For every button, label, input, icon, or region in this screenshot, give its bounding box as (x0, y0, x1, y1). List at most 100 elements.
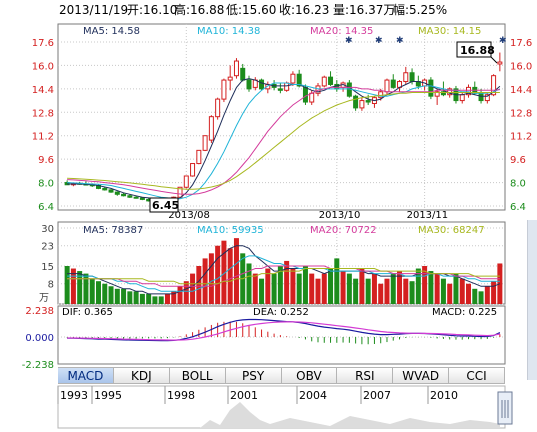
price-tick-right: 14.4 (510, 85, 532, 96)
volume-bar (139, 293, 145, 304)
candle-body (190, 163, 196, 177)
header-low: 低:15.60 (226, 3, 276, 17)
candle-body (227, 76, 233, 81)
volume-bar (158, 296, 164, 304)
ma-line-ma30 (67, 92, 500, 190)
volume-bar (353, 278, 359, 304)
candle-body (409, 72, 415, 83)
volume-bar (378, 283, 384, 304)
tab-rsi[interactable]: RSI (337, 367, 394, 384)
tab-kdj[interactable]: KDJ (113, 367, 170, 384)
volume-bar (321, 273, 327, 304)
price-tick-left: 9.6 (38, 155, 54, 166)
candle-body (484, 94, 490, 102)
tab-macd[interactable]: MACD (58, 367, 114, 384)
volume-bar (409, 281, 415, 304)
candle-body (378, 91, 384, 99)
event-star-icon[interactable]: ✱ (499, 36, 507, 46)
macd-tick: 0.000 (25, 333, 54, 344)
volume-bar (259, 278, 265, 304)
volume-bar (447, 283, 453, 304)
candle-body (309, 92, 315, 103)
vol-legend-ma10: MA10: 59935 (197, 225, 264, 236)
volume-bar (328, 268, 334, 304)
volume-bar (346, 273, 352, 304)
volume-bar (302, 266, 308, 304)
event-star-icon[interactable]: ✱ (375, 36, 383, 46)
volume-unit: 万 (39, 293, 49, 304)
volume-bar (190, 273, 196, 304)
timeline-scroll-handle[interactable] (497, 391, 513, 425)
price-tick-left: 14.4 (32, 85, 54, 96)
volume-bar (403, 278, 409, 304)
candle-body (384, 79, 390, 93)
timeline-year: 2001 (230, 389, 258, 402)
candle-body (328, 76, 334, 85)
tab-cci[interactable]: CCI (449, 367, 505, 384)
macd-legend-macd: MACD: 0.225 (432, 307, 497, 318)
legend-ma5: MA5: 14.58 (83, 26, 140, 37)
event-star-icon[interactable]: ✱ (396, 36, 404, 46)
volume-bar (422, 266, 428, 304)
candle-body (491, 75, 497, 96)
timeline-year: 2010 (430, 389, 458, 402)
volume-tick: 30 (41, 224, 54, 235)
high-marker-value: 16.88 (460, 44, 495, 57)
volume-bar (252, 273, 258, 304)
volume-bar (265, 268, 271, 304)
high-marker: 16.88 (456, 41, 498, 64)
event-star-icon[interactable]: ✱ (345, 36, 353, 46)
candle-body (290, 73, 296, 84)
volume-bar (296, 273, 302, 304)
right-scrollbar[interactable] (527, 220, 537, 380)
volume-bar (415, 268, 421, 304)
volume-bar (478, 291, 484, 304)
price-tick-right: 11.2 (510, 132, 532, 143)
volume-bar (491, 281, 497, 304)
tab-wvad[interactable]: WVAD (393, 367, 450, 384)
tab-obv[interactable]: OBV (281, 367, 338, 384)
tab-boll[interactable]: BOLL (169, 367, 226, 384)
candle-body (302, 86, 308, 103)
date-tick: 2013/10 (319, 210, 361, 221)
volume-bar (121, 288, 127, 304)
volume-bar (472, 288, 478, 304)
candle-body (215, 98, 221, 118)
timeline-year: 2004 (299, 389, 327, 402)
candle-body (114, 191, 120, 195)
dea-line (67, 321, 501, 341)
header-close: 收:16.23 (279, 3, 329, 17)
volume-bar (371, 273, 377, 304)
price-tick-left: 16.0 (32, 61, 54, 72)
timeline-year: 1998 (167, 389, 195, 402)
volume-bar (277, 266, 283, 304)
vol-legend-ma5: MA5: 78387 (83, 225, 143, 236)
timeline-year: 2007 (363, 389, 391, 402)
candle-body (466, 86, 472, 96)
candle-body (497, 61, 503, 65)
candle-body (208, 116, 214, 141)
tab-psy[interactable]: PSY (225, 367, 282, 384)
timeline-year: 1993 (60, 389, 88, 402)
volume-bar (246, 263, 252, 304)
volume-ma-ma10 (67, 255, 500, 292)
price-tick-right: 8.0 (510, 179, 526, 190)
volume-bar (108, 286, 114, 304)
volume-bar (434, 273, 440, 304)
volume-bar (152, 296, 158, 304)
candle-body (221, 79, 227, 100)
timeline-year: 1995 (94, 389, 122, 402)
price-tick-left: 8.0 (38, 179, 54, 190)
vol-legend-ma20: MA20: 70722 (310, 225, 377, 236)
volume-bar (397, 271, 403, 304)
header-volume: 量:16.37万 (333, 3, 395, 17)
indicator-tabs: MACD KDJ BOLL PSY OBV RSI WVAD CCI (58, 367, 505, 384)
volume-bar (440, 278, 446, 304)
candle-body (127, 195, 133, 198)
candle-body (403, 72, 409, 83)
volume-bar (202, 258, 208, 304)
volume-tick: 15 (41, 262, 54, 273)
volume-bar (290, 268, 296, 304)
candle-body (359, 100, 365, 109)
vol-legend-ma30: MA30: 68247 (418, 225, 485, 236)
